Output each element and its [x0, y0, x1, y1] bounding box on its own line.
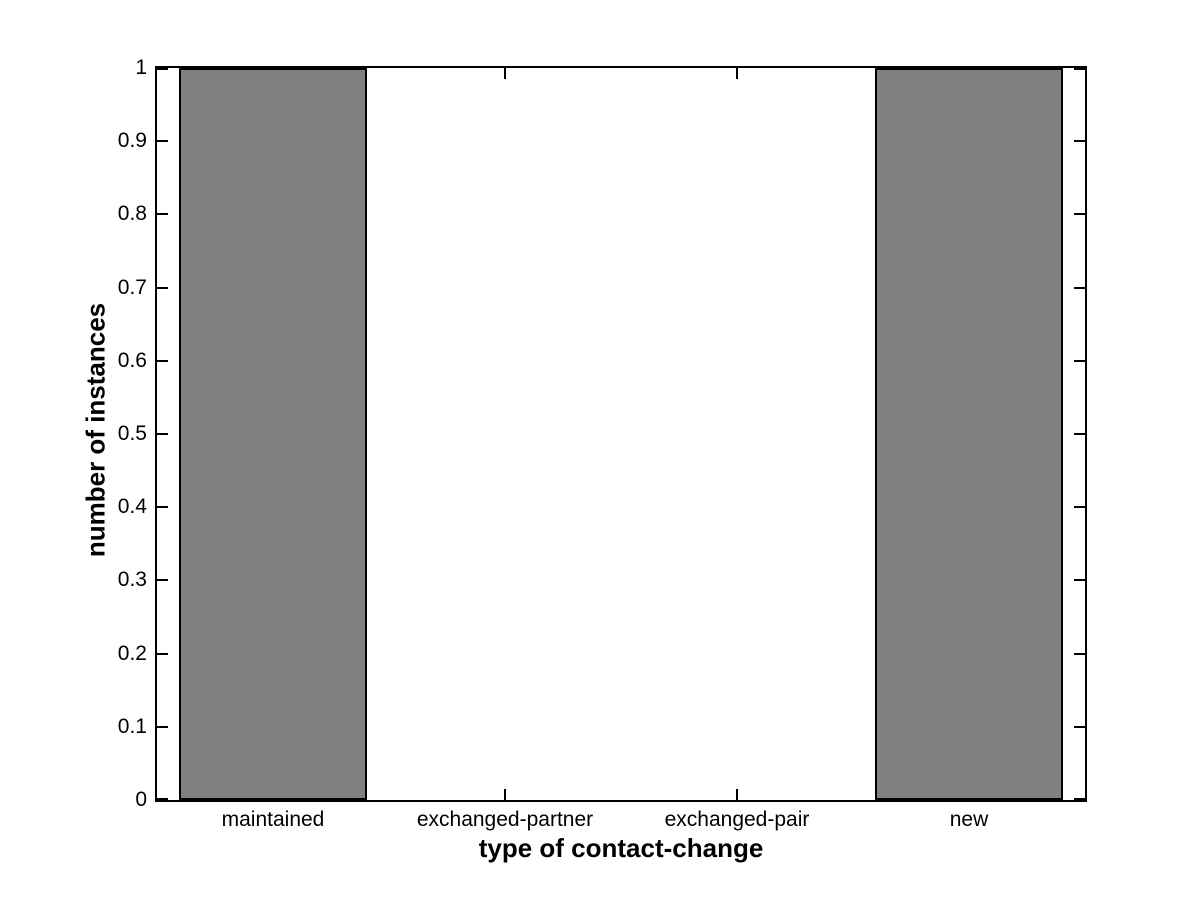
y-tick-label: 0.3 — [117, 568, 147, 591]
y-tick-left — [157, 506, 168, 509]
plot-area — [155, 66, 1087, 802]
y-tick-left — [157, 286, 168, 289]
y-tick-right — [1074, 286, 1085, 289]
y-tick-label: 0.7 — [117, 276, 147, 299]
x-tick-bottom — [504, 789, 506, 800]
y-tick-label: 0.6 — [117, 349, 147, 372]
y-tick-right — [1074, 68, 1085, 70]
y-tick-left — [157, 359, 168, 362]
y-tick-left — [157, 798, 168, 800]
y-tick-right — [1074, 798, 1085, 800]
y-tick-right — [1074, 359, 1085, 362]
y-tick-left — [157, 579, 168, 582]
y-tick-left — [157, 433, 168, 435]
y-tick-label: 0.2 — [117, 642, 147, 665]
y-tick-left — [157, 725, 168, 728]
y-tick-label: 0 — [135, 788, 147, 811]
x-axis-label: type of contact-change — [478, 833, 764, 863]
x-tick-bottom — [736, 789, 738, 800]
x-tick-label: new — [949, 808, 989, 831]
plot-inner — [157, 68, 1085, 800]
y-tick-right — [1074, 579, 1085, 582]
y-tick-label: 0.1 — [117, 715, 147, 738]
y-tick-right — [1074, 213, 1085, 216]
y-tick-right — [1074, 652, 1085, 655]
x-tick-label: exchanged-partner — [416, 808, 594, 831]
y-tick-left — [157, 140, 168, 143]
y-tick-right — [1074, 140, 1085, 143]
y-tick-left — [157, 68, 168, 70]
y-tick-label: 0.8 — [117, 202, 147, 225]
y-tick-right — [1074, 725, 1085, 728]
y-tick-label: 1 — [135, 56, 147, 79]
y-tick-right — [1074, 433, 1085, 435]
y-tick-label: 0.5 — [117, 422, 147, 445]
y-tick-right — [1074, 506, 1085, 509]
x-tick-label: maintained — [221, 808, 325, 831]
bar-maintained — [179, 68, 367, 800]
y-axis-label: number of instances — [80, 302, 111, 558]
x-tick-top — [736, 68, 738, 79]
y-tick-left — [157, 213, 168, 216]
y-tick-label: 0.4 — [117, 495, 147, 518]
x-tick-label: exchanged-pair — [664, 808, 810, 831]
y-tick-left — [157, 652, 168, 655]
bar-new — [875, 68, 1063, 800]
x-tick-top — [504, 68, 506, 79]
y-tick-label: 0.9 — [117, 129, 147, 152]
